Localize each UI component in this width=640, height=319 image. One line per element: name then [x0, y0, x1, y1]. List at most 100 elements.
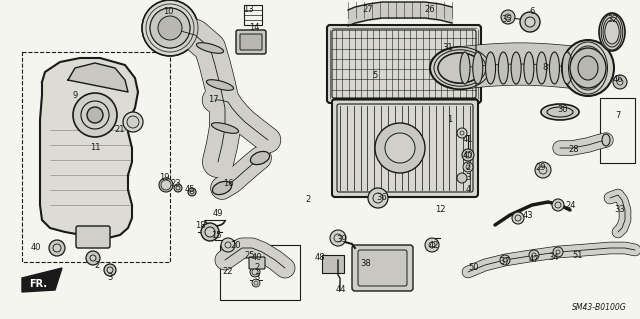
Ellipse shape: [430, 47, 490, 89]
Text: 42: 42: [429, 241, 439, 249]
Circle shape: [104, 264, 116, 276]
Text: 14: 14: [249, 24, 259, 33]
Circle shape: [385, 133, 415, 163]
Circle shape: [462, 149, 474, 161]
Text: 4: 4: [465, 186, 470, 195]
FancyBboxPatch shape: [352, 245, 413, 291]
Ellipse shape: [602, 134, 610, 146]
Ellipse shape: [537, 52, 547, 84]
Circle shape: [515, 215, 521, 221]
Text: 34: 34: [548, 254, 559, 263]
Polygon shape: [68, 63, 128, 92]
Circle shape: [254, 281, 258, 285]
Circle shape: [457, 128, 467, 138]
Text: 2: 2: [305, 196, 310, 204]
Text: 17: 17: [208, 95, 218, 105]
Text: 12: 12: [435, 205, 445, 214]
Text: 38: 38: [360, 259, 371, 269]
FancyBboxPatch shape: [236, 30, 266, 54]
Circle shape: [205, 227, 215, 237]
Circle shape: [334, 234, 342, 242]
Text: 21: 21: [115, 125, 125, 135]
FancyBboxPatch shape: [249, 257, 265, 269]
Text: 47: 47: [529, 256, 540, 264]
Text: 15: 15: [211, 231, 221, 240]
Ellipse shape: [547, 107, 573, 117]
Circle shape: [107, 267, 113, 273]
Text: 24: 24: [566, 201, 576, 210]
Circle shape: [390, 138, 410, 158]
Circle shape: [463, 162, 473, 172]
Text: 20: 20: [231, 241, 241, 249]
Circle shape: [555, 202, 561, 208]
Ellipse shape: [524, 52, 534, 84]
Circle shape: [525, 17, 535, 27]
Text: 35: 35: [502, 16, 512, 25]
Polygon shape: [40, 58, 138, 238]
Circle shape: [49, 240, 65, 256]
Text: 25: 25: [244, 250, 255, 259]
Text: 49: 49: [212, 209, 223, 218]
Text: 2: 2: [254, 263, 260, 272]
Ellipse shape: [211, 123, 239, 133]
Text: 10: 10: [163, 8, 173, 17]
Circle shape: [503, 258, 507, 262]
Ellipse shape: [486, 52, 495, 84]
Text: 13: 13: [243, 5, 253, 14]
FancyBboxPatch shape: [240, 34, 262, 50]
Circle shape: [123, 112, 143, 132]
Circle shape: [465, 152, 471, 158]
Circle shape: [174, 184, 182, 192]
Ellipse shape: [196, 43, 223, 53]
Circle shape: [190, 190, 194, 194]
Circle shape: [176, 186, 180, 190]
Text: 3: 3: [465, 174, 470, 182]
Circle shape: [158, 16, 182, 40]
Text: 18: 18: [195, 220, 205, 229]
Ellipse shape: [460, 52, 470, 84]
Bar: [244, 5, 262, 25]
Text: 9: 9: [72, 91, 77, 100]
Ellipse shape: [575, 52, 585, 84]
Circle shape: [552, 199, 564, 211]
Circle shape: [539, 166, 547, 174]
Circle shape: [500, 255, 510, 265]
Text: 46: 46: [612, 76, 623, 85]
Ellipse shape: [511, 52, 521, 84]
Ellipse shape: [570, 48, 606, 88]
Text: 36: 36: [376, 194, 387, 203]
Text: 29: 29: [536, 164, 547, 173]
Circle shape: [221, 238, 235, 252]
FancyBboxPatch shape: [332, 99, 478, 197]
Ellipse shape: [473, 52, 483, 84]
Circle shape: [142, 0, 198, 56]
Ellipse shape: [438, 53, 482, 83]
Circle shape: [127, 116, 139, 128]
Ellipse shape: [550, 52, 559, 84]
Text: 1: 1: [447, 115, 452, 124]
Circle shape: [505, 14, 511, 20]
Text: 2: 2: [465, 162, 470, 172]
Text: 45: 45: [185, 186, 195, 195]
Text: SM43-B0100G: SM43-B0100G: [572, 303, 627, 313]
Circle shape: [87, 107, 103, 123]
Circle shape: [86, 251, 100, 265]
Circle shape: [330, 230, 346, 246]
Ellipse shape: [562, 52, 572, 84]
Bar: [322, 255, 344, 273]
Circle shape: [161, 180, 171, 190]
FancyBboxPatch shape: [76, 226, 110, 248]
Circle shape: [529, 250, 539, 260]
Text: 31: 31: [443, 43, 453, 53]
Circle shape: [457, 173, 467, 183]
Text: 8: 8: [542, 63, 548, 72]
Ellipse shape: [250, 152, 269, 165]
Text: 3: 3: [254, 273, 260, 283]
FancyBboxPatch shape: [327, 25, 481, 103]
Text: 5: 5: [372, 70, 378, 79]
Ellipse shape: [562, 40, 614, 96]
Circle shape: [553, 247, 563, 257]
Text: FR.: FR.: [29, 279, 47, 289]
Circle shape: [501, 10, 515, 24]
Circle shape: [460, 131, 464, 135]
